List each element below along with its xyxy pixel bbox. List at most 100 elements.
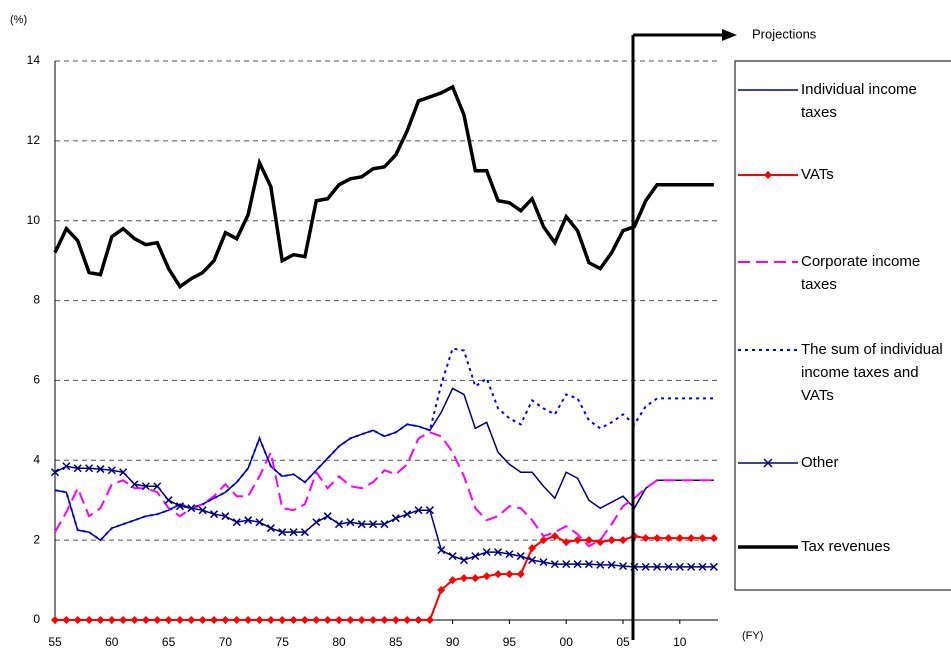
point: [244, 616, 252, 624]
point: [392, 616, 400, 624]
point: [199, 616, 207, 624]
point: [426, 616, 434, 624]
point: [165, 497, 172, 504]
x-tick-label: 00: [560, 635, 574, 649]
point: [85, 616, 93, 624]
legend-label: VATs: [801, 163, 949, 186]
legend-marker: [764, 171, 772, 179]
point: [221, 616, 229, 624]
point: [176, 616, 184, 624]
point: [51, 616, 59, 624]
series-line: [55, 87, 714, 287]
point: [505, 570, 513, 578]
point: [642, 534, 650, 542]
legend-label: The sum of individual income taxes and V…: [801, 338, 949, 407]
legend-entry: The sum of individual income taxes and V…: [801, 338, 949, 418]
point: [358, 616, 366, 624]
point: [131, 616, 139, 624]
point: [494, 570, 502, 578]
point: [460, 557, 467, 564]
point: [108, 616, 116, 624]
point: [404, 511, 411, 518]
point: [619, 536, 627, 544]
point: [403, 616, 411, 624]
point: [301, 616, 309, 624]
point: [653, 534, 661, 542]
point: [460, 574, 468, 582]
y-tick-label: 14: [27, 53, 41, 67]
point: [687, 534, 695, 542]
point: [324, 616, 332, 624]
point: [290, 616, 298, 624]
series-line: [55, 348, 714, 540]
x-tick-label: 90: [446, 635, 460, 649]
legend-label: Tax revenues: [801, 535, 949, 558]
point: [96, 616, 104, 624]
x-tick-label: 10: [673, 635, 687, 649]
point: [278, 616, 286, 624]
legend-label: Corporate income taxes: [801, 250, 949, 296]
point: [165, 616, 173, 624]
x-tick-label: 75: [276, 635, 290, 649]
point: [676, 534, 684, 542]
x-tick-label: 85: [389, 635, 403, 649]
legend-entry: VATs: [801, 163, 949, 243]
point: [142, 616, 150, 624]
point: [313, 519, 320, 526]
y-tick-label: 10: [27, 213, 41, 227]
y-unit: (%): [10, 14, 27, 26]
point: [415, 616, 423, 624]
y-tick-label: 6: [33, 373, 40, 387]
point: [699, 534, 707, 542]
y-tick-label: 2: [33, 532, 40, 546]
point: [267, 525, 274, 532]
point: [74, 616, 82, 624]
x-tick-label: 95: [503, 635, 517, 649]
x-tick-label: 80: [332, 635, 346, 649]
point: [517, 570, 525, 578]
y-tick-label: 12: [27, 133, 41, 147]
series-line: [55, 466, 714, 567]
x-unit: (FY): [742, 630, 763, 642]
x-tick-label: 60: [105, 635, 119, 649]
legend-entry: Individual income taxes: [801, 78, 949, 158]
y-tick-label: 4: [33, 452, 40, 466]
point: [380, 616, 388, 624]
point: [608, 536, 616, 544]
point: [335, 616, 343, 624]
point: [255, 616, 263, 624]
point: [562, 538, 570, 546]
x-tick-label: 70: [219, 635, 233, 649]
x-tick-label: 05: [616, 635, 630, 649]
legend-label: Individual income taxes: [801, 78, 949, 124]
point: [471, 574, 479, 582]
point: [472, 553, 479, 560]
point: [119, 616, 127, 624]
point: [153, 616, 161, 624]
y-tick-label: 0: [33, 612, 40, 626]
point: [233, 616, 241, 624]
point: [346, 616, 354, 624]
legend-entry: Tax revenues: [801, 535, 949, 615]
legend-label: Other: [801, 451, 949, 474]
series-line: [55, 536, 714, 620]
arrow-head: [722, 29, 737, 41]
legend-entry: Other: [801, 451, 949, 531]
point: [267, 616, 275, 624]
point: [210, 616, 218, 624]
point: [710, 534, 718, 542]
point: [324, 513, 331, 520]
point: [551, 532, 559, 540]
annotation: Projections: [752, 26, 817, 41]
point: [187, 616, 195, 624]
x-tick-label: 65: [162, 635, 176, 649]
point: [369, 616, 377, 624]
point: [483, 572, 491, 580]
point: [392, 515, 399, 522]
point: [62, 616, 70, 624]
point: [312, 616, 320, 624]
point: [664, 534, 672, 542]
point: [449, 553, 456, 560]
legend-entry: Corporate income taxes: [801, 250, 949, 330]
